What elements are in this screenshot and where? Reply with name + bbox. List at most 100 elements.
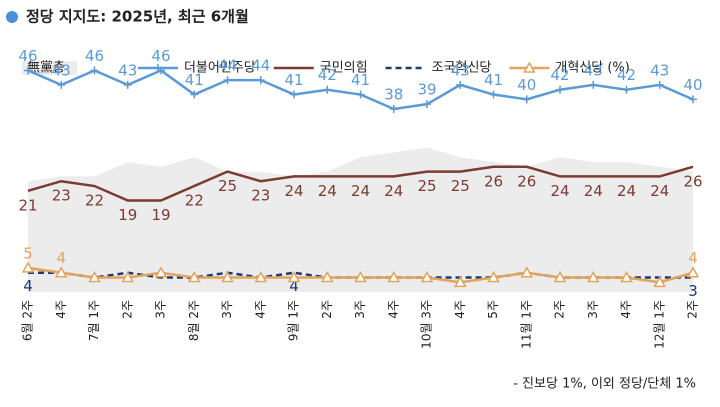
data-label: 44 [251, 57, 270, 75]
data-label: 19 [118, 206, 137, 224]
data-label: 42 [550, 66, 569, 84]
x-tick-label: 11월 1주 [519, 300, 533, 349]
x-tick-label: 4주 [253, 300, 267, 319]
marker [653, 275, 667, 288]
x-tick-label: 4주 [453, 300, 467, 319]
legend-marker [523, 61, 536, 73]
data-label: 26 [517, 172, 536, 190]
x-tick-label: 7월 1주 [87, 300, 101, 341]
x-tick-label: 2주 [686, 300, 700, 319]
marker [221, 271, 234, 283]
marker [586, 271, 600, 283]
marker [187, 271, 201, 283]
x-tick-label: 6월 2주 [21, 300, 35, 341]
x-tick-label: 8월 2주 [187, 300, 201, 341]
data-label: 22 [85, 192, 104, 210]
data-label: 3 [688, 282, 698, 300]
marker [190, 90, 199, 99]
data-label: 4 [688, 249, 698, 267]
data-label: 40 [517, 76, 536, 94]
data-label: 43 [650, 61, 669, 79]
data-label: 38 [384, 85, 403, 103]
data-label: 42 [318, 66, 337, 84]
legend-label: 조국혁신당 [432, 61, 492, 76]
footnote: - 진보당 1%, 이외 정당/단체 1% [513, 377, 696, 392]
data-label: 24 [351, 182, 370, 200]
marker [553, 271, 567, 283]
marker [57, 80, 66, 89]
marker [21, 261, 35, 273]
data-label: 25 [451, 177, 470, 195]
x-tick-label: 9월 1주 [287, 300, 301, 341]
data-label: 19 [151, 206, 170, 224]
x-tick-label: 4주 [54, 300, 68, 319]
data-label: 43 [118, 61, 137, 79]
marker [154, 266, 168, 278]
data-label: 4 [56, 249, 66, 267]
marker [323, 85, 332, 94]
x-tick-label: 12월 1주 [652, 300, 666, 349]
marker [686, 266, 700, 278]
marker [54, 266, 68, 278]
data-label: 24 [384, 182, 403, 200]
legend-label: 개혁신당 (%) [555, 61, 629, 76]
marker [389, 104, 398, 113]
marker [123, 80, 132, 89]
marker [290, 90, 298, 99]
marker [556, 85, 564, 94]
marker [88, 271, 101, 283]
x-tick-label: 2주 [553, 300, 567, 319]
x-tick-label: 2주 [320, 300, 334, 319]
data-label: 22 [185, 192, 204, 210]
x-tick-label: 4주 [386, 300, 400, 319]
x-tick-label: 3주 [154, 300, 168, 319]
x-tick-label: 10월 3주 [420, 300, 434, 349]
data-label: 46 [18, 47, 37, 65]
marker [589, 80, 598, 89]
legend-label: 더불어민주당 [184, 61, 256, 76]
marker [489, 90, 498, 99]
marker [223, 76, 232, 85]
x-tick-label: 3주 [353, 300, 367, 319]
legend-swatch [22, 61, 77, 75]
line [27, 165, 694, 202]
marker [387, 271, 401, 283]
marker [121, 271, 135, 283]
data-label: 21 [18, 196, 37, 214]
x-tick-label: 5주 [486, 300, 500, 319]
x-tick-label: 4주 [619, 300, 633, 319]
data-label: 24 [617, 182, 636, 200]
data-label: 23 [251, 187, 270, 205]
data-label: 24 [318, 182, 337, 200]
marker [456, 80, 465, 89]
marker [256, 76, 265, 85]
marker [689, 95, 697, 104]
data-label: 41 [185, 71, 204, 89]
data-label: 26 [683, 172, 702, 190]
title-dot [6, 11, 18, 23]
marker [254, 271, 268, 283]
data-label: 24 [284, 182, 303, 200]
x-tick-label: 3주 [220, 300, 234, 319]
marker [157, 66, 165, 75]
area [28, 147, 693, 292]
marker [655, 80, 664, 89]
marker [520, 266, 534, 278]
data-label: 39 [417, 81, 436, 99]
legend-label: 無黨층 [27, 61, 65, 76]
data-label: 43 [584, 61, 603, 79]
data-label: 5 [23, 244, 33, 262]
marker [24, 66, 32, 75]
marker [522, 95, 531, 104]
data-label: 4 [23, 277, 33, 295]
marker [354, 271, 367, 283]
data-label: 43 [52, 61, 71, 79]
marker [90, 66, 99, 75]
x-tick-label: 2주 [120, 300, 134, 319]
data-label: 43 [451, 61, 470, 79]
marker [622, 85, 631, 94]
data-label: 41 [284, 71, 303, 89]
data-label: 23 [52, 187, 71, 205]
data-label: 25 [218, 177, 237, 195]
